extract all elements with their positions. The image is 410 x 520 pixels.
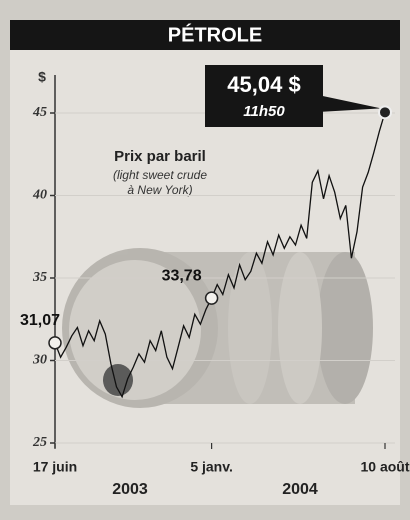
point-marker <box>206 292 218 304</box>
y-tick-label: 30 <box>32 353 47 368</box>
time-label: 11h50 <box>243 103 285 120</box>
year-label: 2003 <box>112 481 148 498</box>
y-tick-label: 45 <box>32 105 47 120</box>
x-tick-label: 10 août <box>360 459 409 475</box>
value-label: 45,04 $ <box>227 72 300 97</box>
chart: PÉTROLE $ Prix par baril (light sweet cr… <box>0 0 410 520</box>
point-marker <box>379 106 391 118</box>
value-label: 33,78 <box>162 267 202 284</box>
year-label: 2004 <box>282 481 318 498</box>
chart-title: PÉTROLE <box>168 23 262 46</box>
y-tick-label: 35 <box>32 270 47 285</box>
x-tick-label: 5 janv. <box>190 459 233 475</box>
y-tick-label: 40 <box>32 188 47 203</box>
note: (light sweet crude <box>113 168 207 182</box>
y-tick-label: 25 <box>32 435 47 450</box>
point-marker <box>49 337 61 349</box>
chart-subtitle: Prix par baril <box>114 148 206 165</box>
barrel-illustration <box>62 248 373 408</box>
y-unit: $ <box>38 69 46 85</box>
value-label: 31,07 <box>20 312 60 329</box>
x-tick-label: 17 juin <box>33 459 77 475</box>
